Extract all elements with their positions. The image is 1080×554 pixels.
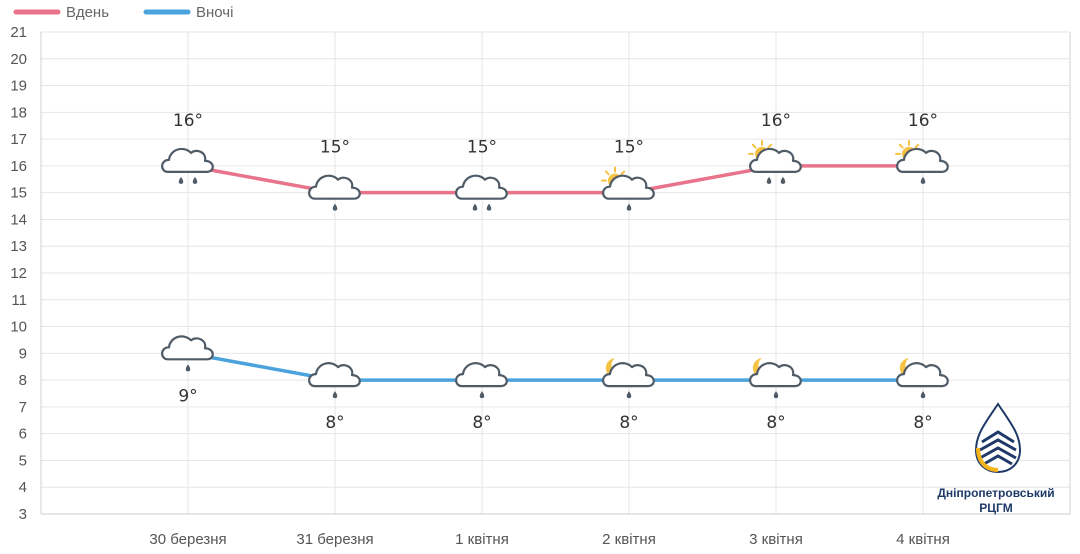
day-temp-label: 15° bbox=[614, 138, 644, 158]
y-tick-label: 3 bbox=[19, 506, 27, 523]
x-tick-label: 31 березня bbox=[296, 531, 373, 548]
y-tick-label: 17 bbox=[10, 131, 27, 148]
cloud-rain-icon bbox=[161, 335, 214, 372]
cloud-rain-icon bbox=[455, 362, 508, 399]
day-temp-label: 16° bbox=[761, 111, 791, 131]
cloud-rain-heavy-icon bbox=[161, 147, 214, 184]
night-temp-label: 8° bbox=[472, 413, 491, 433]
y-tick-label: 7 bbox=[19, 399, 27, 416]
moon-cloud-rain-icon bbox=[749, 358, 802, 399]
logo-text-line1: Дніпропетровський bbox=[937, 486, 1054, 500]
day-temp-label: 16° bbox=[908, 111, 938, 131]
x-tick-label: 30 березня bbox=[149, 531, 226, 548]
logo: Дніпропетровський РЦГМ bbox=[937, 402, 1055, 515]
cloud-rain-icon bbox=[308, 362, 361, 399]
day-temp-label: 16° bbox=[173, 111, 203, 131]
temperature-labels: 16° 15° 15° 15° 16° 16° 9° 8° 8° 8° 8° 8° bbox=[173, 111, 938, 433]
sun-cloud-rain-heavy-icon bbox=[748, 139, 802, 184]
y-tick-label: 8 bbox=[19, 372, 27, 389]
drop-logo-icon bbox=[974, 402, 1022, 474]
y-tick-label: 11 bbox=[11, 292, 27, 309]
legend: Вдень Вночі bbox=[13, 4, 233, 21]
y-tick-label: 21 bbox=[10, 24, 27, 41]
y-tick-label: 5 bbox=[19, 452, 27, 469]
x-tick-label: 1 квітня bbox=[455, 531, 509, 548]
night-temp-label: 8° bbox=[913, 413, 932, 433]
day-series-line bbox=[187, 164, 923, 195]
night-temp-label: 8° bbox=[619, 413, 638, 433]
chart-grid bbox=[40, 31, 1071, 515]
day-temp-label: 15° bbox=[320, 138, 350, 158]
night-temp-label: 8° bbox=[766, 413, 785, 433]
y-tick-label: 15 bbox=[10, 185, 27, 202]
y-tick-label: 13 bbox=[10, 238, 27, 255]
weather-icons bbox=[161, 139, 949, 399]
day-temp-label: 15° bbox=[467, 138, 497, 158]
y-tick-label: 19 bbox=[10, 78, 27, 95]
sun-cloud-rain-icon bbox=[601, 166, 655, 211]
y-tick-label: 16 bbox=[10, 158, 27, 175]
night-series-line bbox=[187, 351, 923, 382]
x-axis: 30 березня 31 березня 1 квітня 2 квітня 3 кв… bbox=[149, 531, 949, 548]
night-temp-label: 9° bbox=[178, 386, 197, 406]
legend-label-night: Вночі bbox=[196, 4, 233, 21]
moon-cloud-rain-icon bbox=[896, 358, 949, 399]
y-tick-label: 12 bbox=[10, 265, 27, 282]
y-tick-label: 4 bbox=[19, 479, 27, 496]
moon-cloud-rain-icon bbox=[602, 358, 655, 399]
y-tick-label: 10 bbox=[10, 319, 27, 336]
x-tick-label: 2 квітня bbox=[602, 531, 656, 548]
y-axis: 3 4 5 6 7 8 9 10 11 12 13 14 15 16 17 18 19 20 21 bbox=[10, 24, 27, 523]
y-tick-label: 9 bbox=[19, 345, 27, 362]
cloud-rain-icon bbox=[308, 174, 361, 211]
y-tick-label: 20 bbox=[10, 51, 27, 68]
cloud-rain-heavy-icon bbox=[455, 174, 508, 211]
sun-cloud-rain-icon bbox=[895, 139, 949, 184]
y-tick-label: 14 bbox=[10, 211, 27, 228]
x-tick-label: 4 квітня bbox=[896, 531, 950, 548]
y-tick-label: 18 bbox=[10, 104, 27, 121]
x-tick-label: 3 квітня bbox=[749, 531, 803, 548]
night-temp-label: 8° bbox=[325, 413, 344, 433]
y-tick-label: 6 bbox=[19, 426, 27, 443]
logo-text-line2: РЦГМ bbox=[979, 501, 1013, 515]
legend-label-day: Вдень bbox=[66, 4, 109, 21]
